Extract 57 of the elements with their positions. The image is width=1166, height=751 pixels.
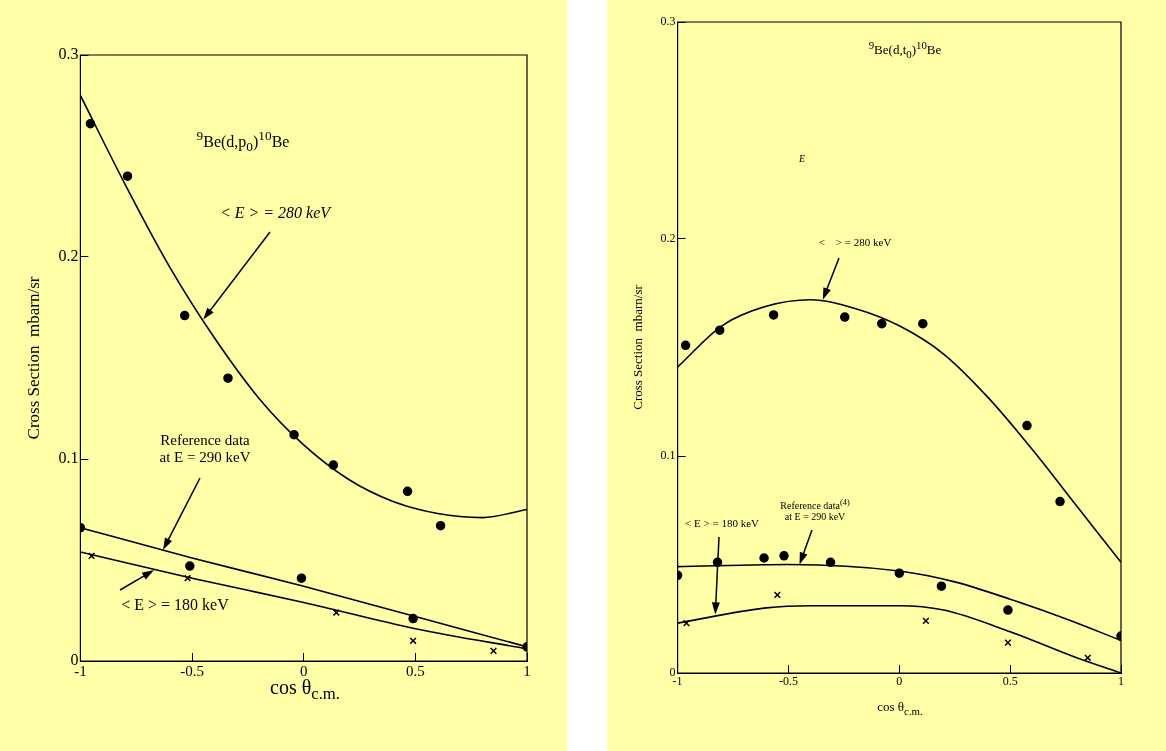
point: [894, 568, 905, 578]
point: [408, 613, 418, 624]
point: [223, 373, 233, 383]
y-tick-label: 0.3: [660, 14, 676, 29]
point: [936, 581, 947, 591]
annotation: < E > = 180 keV: [121, 596, 229, 614]
y-tick-label: 0.2: [660, 231, 676, 246]
point: [840, 312, 850, 322]
x-axis-title: cos θ$_{c.m.}$: [877, 699, 923, 717]
annotation: Reference data at E = 290 keV: [159, 431, 251, 465]
point: [877, 318, 887, 329]
point: [918, 318, 928, 329]
x-tick-label: 0: [896, 674, 903, 689]
point: [296, 573, 307, 583]
annotation: $^{9}$Be(d,p$_{0}$)$^{10}$Be: [196, 128, 290, 155]
point: [714, 325, 725, 335]
point: [328, 460, 339, 470]
point: [922, 617, 930, 625]
point: [402, 486, 413, 497]
annotation: < > = 280 keV: [818, 235, 892, 249]
point: [1022, 420, 1032, 431]
annotation: E: [798, 152, 806, 164]
y-axis-title: Cross Section mbarn/sr: [630, 284, 646, 410]
point: [682, 619, 691, 627]
point: [185, 561, 195, 571]
y-tick-label: 0.1: [58, 449, 79, 467]
x-tick-label: 1: [1118, 674, 1124, 689]
point: [87, 552, 96, 560]
point: [289, 430, 299, 440]
point: [1055, 496, 1065, 507]
y-tick-label: 0.3: [58, 45, 79, 63]
x-tick-label: -0.5: [778, 674, 798, 689]
point: [122, 171, 133, 181]
y-tick-label: 0.2: [58, 247, 79, 265]
point: [85, 118, 96, 129]
point: [179, 310, 190, 321]
point: [1003, 605, 1013, 615]
point: [779, 551, 789, 561]
point: [435, 520, 446, 531]
annotation: $^{9}$Be(d,t$_{0}$)$^{10}$Be: [868, 38, 942, 61]
point: [768, 310, 779, 320]
x-tick-label: 1: [523, 662, 531, 679]
point: [825, 557, 836, 568]
point: [1084, 654, 1092, 662]
point: [759, 553, 769, 563]
annotation: Reference data$^{(4)}$ at E = 290 keV: [780, 497, 850, 523]
x-tick-label: -0.5: [180, 662, 204, 679]
x-axis-title: cos θ$_{c.m.}$: [270, 676, 340, 704]
x-tick-label: 0.5: [1002, 674, 1018, 689]
point: [489, 647, 498, 655]
annotation: < E > = 280 keV: [219, 204, 331, 222]
y-axis-title: Cross Section mbarn/sr: [23, 276, 43, 440]
annotation: < E > = 180 keV: [685, 516, 759, 530]
x-tick-label: 0: [299, 662, 308, 679]
x-tick-label: 0.5: [405, 662, 425, 679]
point: [680, 340, 691, 351]
y-tick-label: 0.1: [660, 448, 676, 463]
